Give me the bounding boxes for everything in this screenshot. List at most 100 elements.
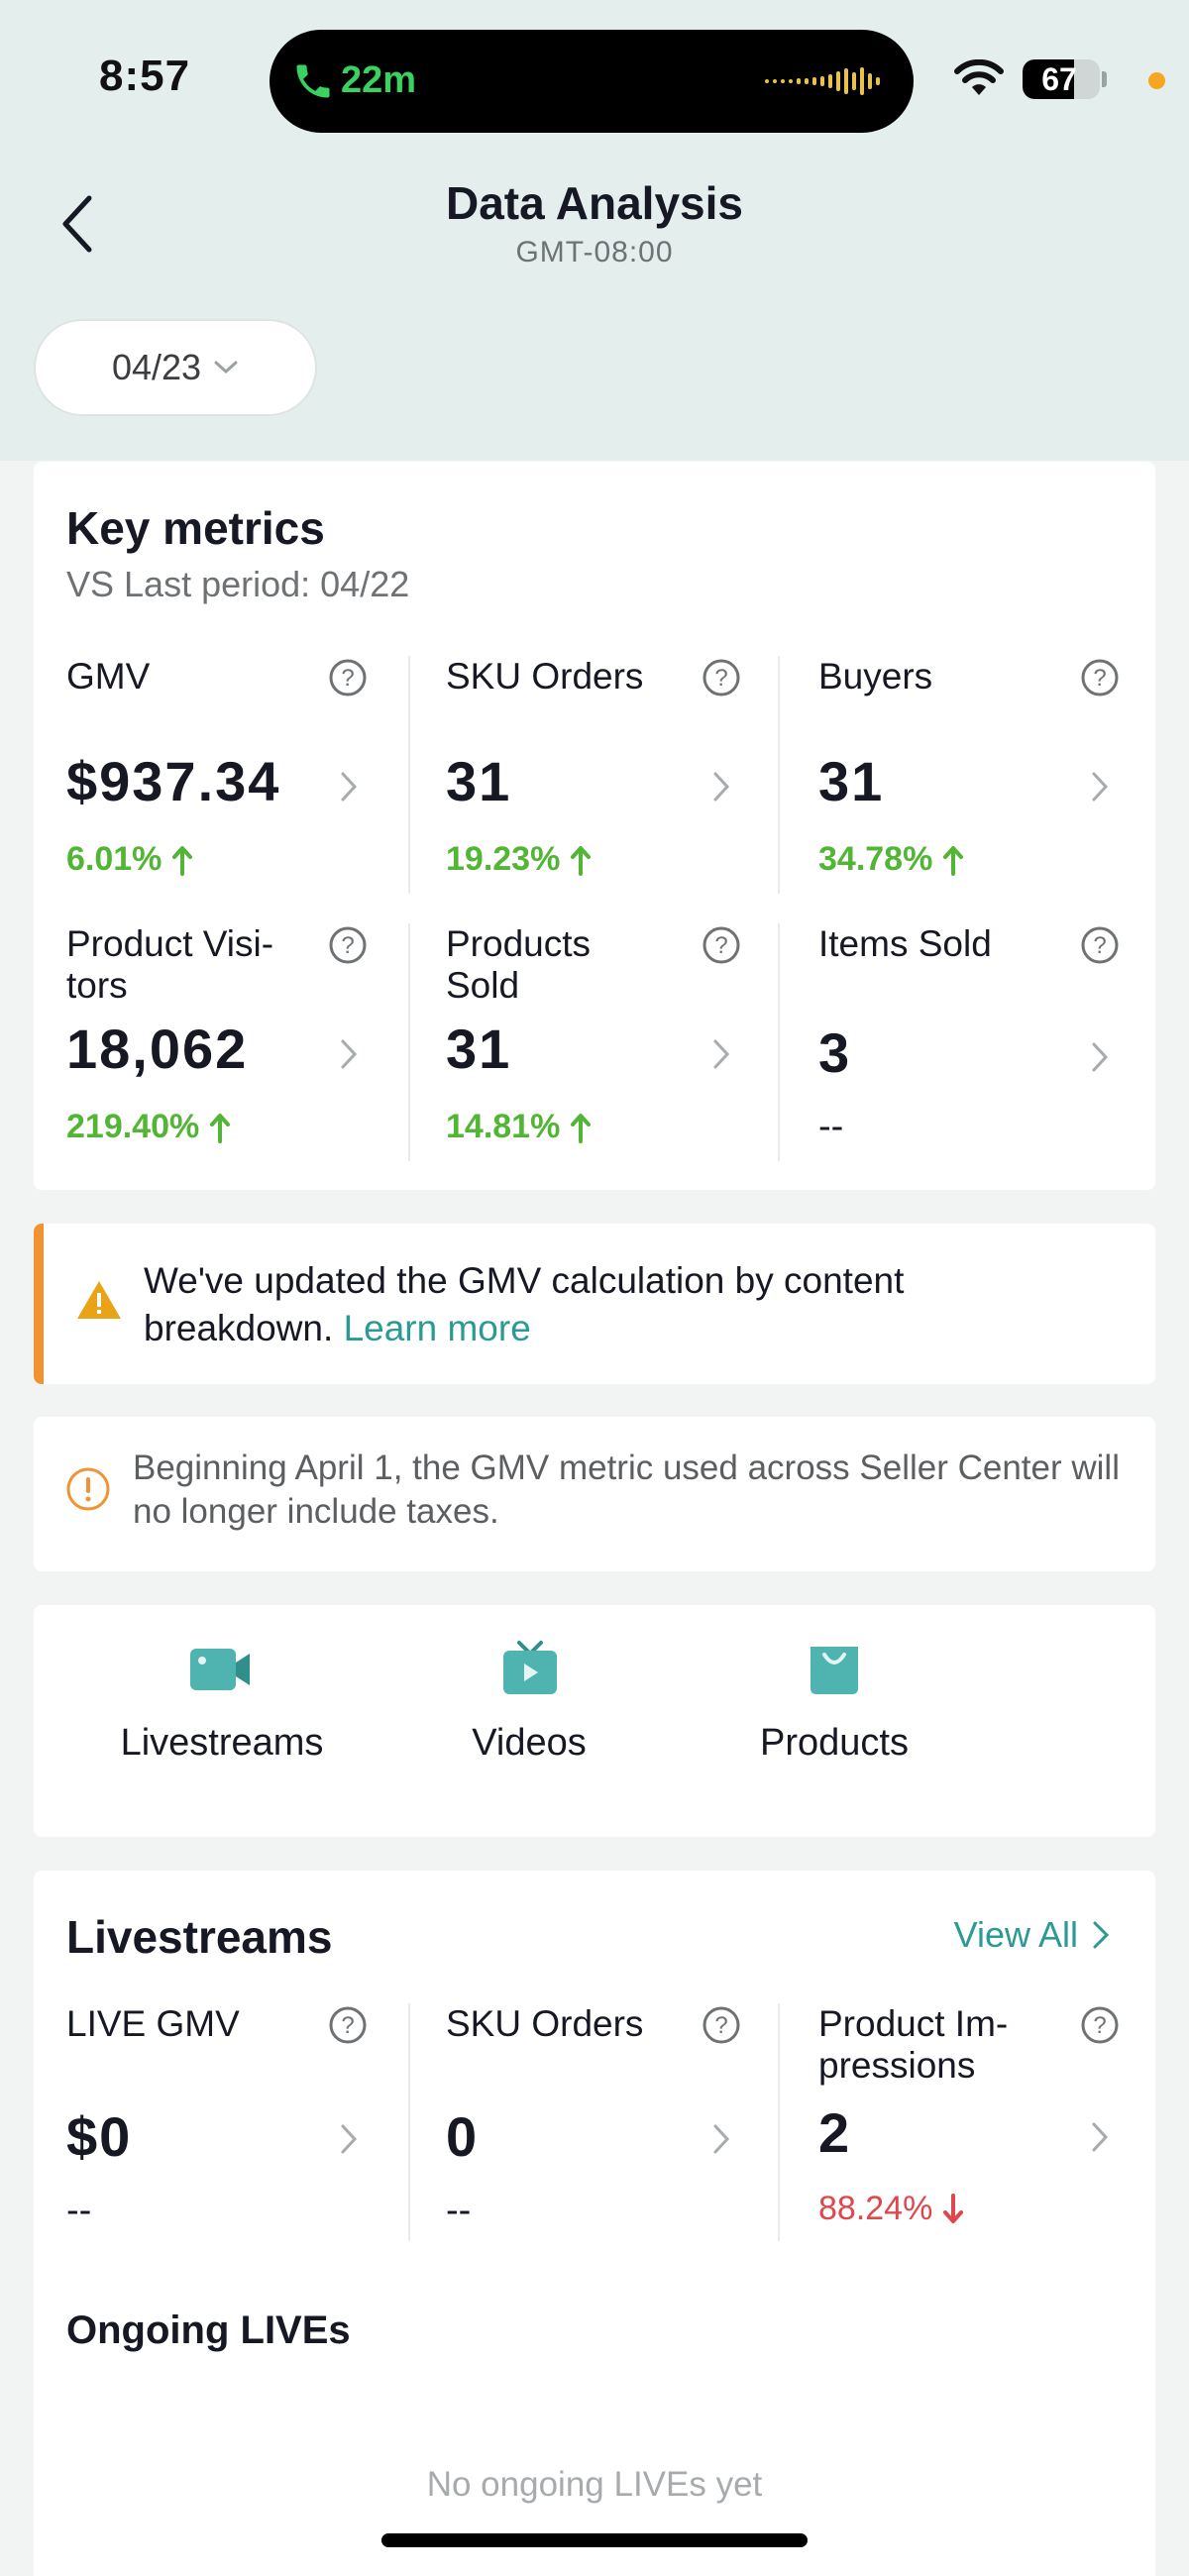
metric-delta: 34.78% xyxy=(818,840,964,879)
home-indicator[interactable] xyxy=(381,2533,808,2547)
arrow-up-icon xyxy=(571,845,592,876)
tax-notice: Beginning April 1, the GMV metric used a… xyxy=(34,1417,1155,1571)
delta-value: 14.81% xyxy=(446,1108,561,1145)
comparison-period: VS Last period: 04/22 xyxy=(66,564,410,604)
delta-value: 219.40% xyxy=(66,1108,200,1145)
arrow-up-icon xyxy=(210,1113,231,1143)
metric-label: GMV xyxy=(66,656,151,697)
key-metrics-card: Key metrics VS Last period: 04/22 GMV ? … xyxy=(34,462,1155,1190)
metric-value: 31 xyxy=(818,750,885,812)
divider xyxy=(778,656,780,894)
delta-value: -- xyxy=(818,1106,844,1147)
tax-notice-text: Beginning April 1, the GMV metric used a… xyxy=(133,1449,1120,1531)
arrow-up-icon xyxy=(943,845,964,876)
chevron-down-icon xyxy=(214,361,238,375)
metric-delta: 6.01% xyxy=(66,840,193,879)
delta-value: 19.23% xyxy=(446,840,561,878)
chevron-right-icon xyxy=(1093,1921,1110,1949)
svg-text:?: ? xyxy=(714,932,727,959)
chevron-right-icon xyxy=(341,2124,358,2154)
dynamic-island[interactable]: 22m xyxy=(270,30,914,133)
metric-value: 2 xyxy=(818,2101,852,2164)
tv-icon xyxy=(503,1641,557,1694)
delta-value: -- xyxy=(446,2190,472,2231)
shopping-bag-icon xyxy=(811,1647,858,1694)
metric-label: SKU Orders xyxy=(446,2003,644,2044)
help-icon[interactable]: ? xyxy=(702,658,741,698)
key-metrics-title: Key metrics xyxy=(66,502,325,554)
view-all-link[interactable]: View All xyxy=(954,1914,1110,1956)
divider xyxy=(408,923,410,1161)
help-icon[interactable]: ? xyxy=(328,2005,368,2045)
help-icon[interactable]: ? xyxy=(1080,658,1120,698)
chevron-right-icon xyxy=(1092,772,1109,802)
arrow-up-icon xyxy=(172,845,193,876)
back-chevron-icon[interactable] xyxy=(57,194,97,254)
warning-icon xyxy=(77,1281,121,1319)
metric-value: 18,062 xyxy=(66,1018,249,1080)
chevron-right-icon xyxy=(341,772,358,802)
svg-text:?: ? xyxy=(341,932,354,959)
view-all-label: View All xyxy=(953,1914,1078,1955)
svg-text:?: ? xyxy=(1093,2012,1106,2039)
arrow-up-icon xyxy=(571,1113,592,1143)
learn-more-link[interactable]: Learn more xyxy=(343,1308,531,1348)
help-icon[interactable]: ? xyxy=(1080,925,1120,965)
delta-value: 34.78% xyxy=(818,840,933,878)
metric-delta: -- xyxy=(446,2190,471,2232)
tab-label: Videos xyxy=(472,1722,587,1764)
divider xyxy=(778,2003,780,2241)
video-camera-icon xyxy=(190,1649,250,1690)
gmv-notice-text: We've updated the GMV calculation by con… xyxy=(144,1257,1095,1352)
tab-label: Products xyxy=(760,1722,909,1764)
battery-fill xyxy=(1023,59,1075,99)
chevron-right-icon xyxy=(1092,1042,1109,1072)
date-value: 04/23 xyxy=(111,347,202,387)
empty-state-text: No ongoing LIVEs yet xyxy=(426,2465,763,2504)
metric-label: Products Sold xyxy=(446,923,592,1006)
metric-value: 0 xyxy=(446,2105,480,2168)
metric-delta: 88.24% xyxy=(818,2190,964,2228)
battery-icon: 67 xyxy=(1023,59,1100,99)
date-selector[interactable]: 04/23 xyxy=(34,319,317,416)
delta-value: 88.24% xyxy=(818,2190,933,2227)
privacy-indicator-dot xyxy=(1148,72,1165,89)
page-title: Data Analysis xyxy=(446,177,743,229)
status-time: 8:57 xyxy=(99,52,191,100)
metric-delta: 19.23% xyxy=(446,840,592,879)
divider xyxy=(778,923,780,1161)
metric-label: Product Visi- tors xyxy=(66,923,274,1006)
metric-value: 31 xyxy=(446,1018,512,1080)
metric-label: Items Sold xyxy=(818,923,992,964)
metric-label: Product Im- pressions xyxy=(818,2003,1009,2086)
metric-delta: 14.81% xyxy=(446,1108,592,1146)
chevron-right-icon xyxy=(713,772,730,802)
help-icon[interactable]: ? xyxy=(702,925,741,965)
metric-delta: -- xyxy=(66,2190,91,2232)
phone-icon xyxy=(296,64,330,98)
help-icon[interactable]: ? xyxy=(328,658,368,698)
chevron-right-icon xyxy=(1092,2122,1109,2152)
wifi-icon xyxy=(954,59,1004,95)
arrow-down-icon xyxy=(943,2193,964,2223)
chevron-right-icon xyxy=(713,2124,730,2154)
divider xyxy=(408,2003,410,2241)
svg-text:?: ? xyxy=(1093,932,1106,959)
svg-text:?: ? xyxy=(714,665,727,692)
notice-message: We've updated the GMV calculation by con… xyxy=(144,1260,905,1348)
timezone-label: GMT-08:00 xyxy=(515,236,674,268)
delta-value: 6.01% xyxy=(66,840,162,878)
metric-value: $0 xyxy=(66,2105,133,2168)
metric-delta: 219.40% xyxy=(66,1108,231,1146)
call-duration: 22m xyxy=(341,59,417,101)
delta-value: -- xyxy=(66,2190,92,2231)
chevron-right-icon xyxy=(713,1039,730,1069)
audio-wave-icon xyxy=(765,67,880,95)
help-icon[interactable]: ? xyxy=(328,925,368,965)
divider xyxy=(408,656,410,894)
svg-text:?: ? xyxy=(1093,665,1106,692)
ongoing-lives-title: Ongoing LIVEs xyxy=(66,2308,351,2352)
help-icon[interactable]: ? xyxy=(702,2005,741,2045)
metric-value: 31 xyxy=(446,750,512,812)
help-icon[interactable]: ? xyxy=(1080,2005,1120,2045)
